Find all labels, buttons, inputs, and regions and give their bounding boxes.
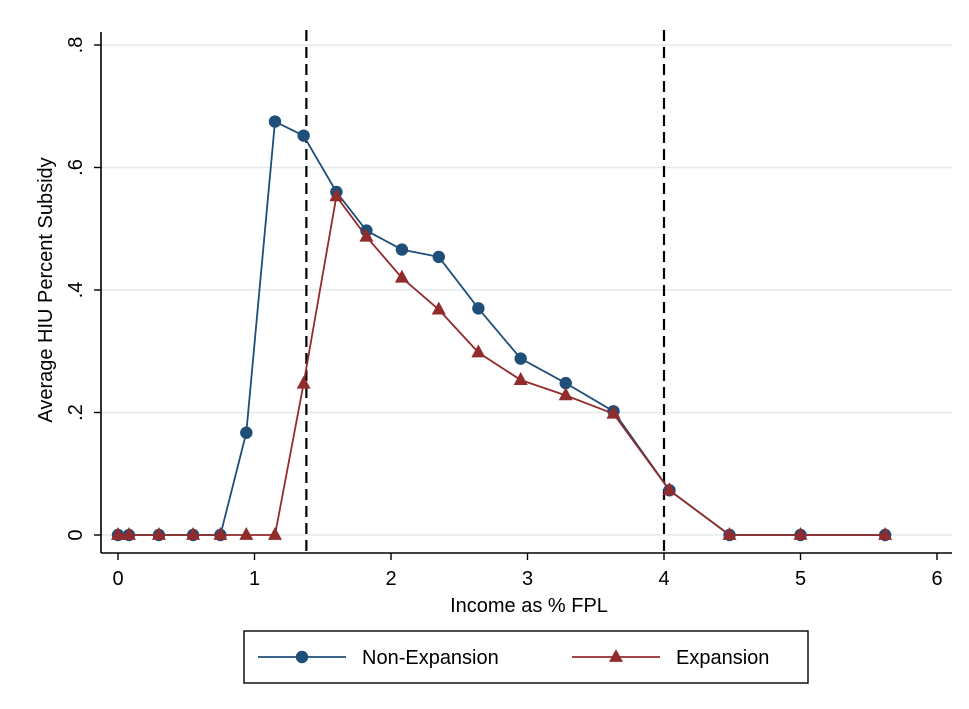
data-point xyxy=(239,526,254,540)
x-tick-label: 5 xyxy=(795,568,806,590)
data-point xyxy=(606,405,621,419)
x-tick-label: 0 xyxy=(112,568,123,590)
x-tick-label: 6 xyxy=(931,568,942,590)
legend-label: Non-Expansion xyxy=(362,647,499,669)
data-point xyxy=(472,302,485,315)
data-point xyxy=(722,526,737,540)
legend-marker xyxy=(295,650,309,664)
legend-label: Expansion xyxy=(676,647,769,669)
data-point xyxy=(296,375,311,389)
data-point xyxy=(432,250,445,264)
legend: Non-Expansion Expansion xyxy=(243,630,809,684)
data-point xyxy=(559,376,572,390)
data-point xyxy=(121,526,136,540)
data-point xyxy=(471,344,486,358)
data-point xyxy=(431,301,446,315)
series-triangle xyxy=(111,188,893,540)
y-tick-label: .8 xyxy=(65,37,87,54)
legend-entry: Non-Expansion xyxy=(258,647,499,669)
data-point xyxy=(240,426,253,439)
y-tick-label: .4 xyxy=(65,282,87,299)
data-point xyxy=(558,387,573,401)
data-point xyxy=(297,129,310,142)
data-point xyxy=(268,115,282,128)
x-tick-label: 3 xyxy=(522,568,533,590)
series-layer xyxy=(111,115,893,542)
legend-marker xyxy=(609,648,623,662)
x-tick-label: 4 xyxy=(658,568,669,590)
axes: 0 .2 .4 .6 .8 0 1 2 3 4 5 6 xyxy=(65,32,952,590)
y-tick-label: .2 xyxy=(65,404,87,421)
y-tick-label: 0 xyxy=(65,529,87,540)
data-point xyxy=(186,526,201,540)
series-line xyxy=(118,194,886,536)
data-point xyxy=(267,526,282,540)
y-axis-title: Average HIU Percent Subsidy xyxy=(35,157,57,422)
data-point xyxy=(395,243,409,256)
data-point xyxy=(394,269,409,283)
x-tick-label: 1 xyxy=(249,568,260,590)
data-point xyxy=(151,526,166,540)
reference-lines xyxy=(305,30,666,553)
data-point xyxy=(329,188,344,202)
data-point xyxy=(514,352,527,365)
data-point xyxy=(513,371,528,385)
data-point xyxy=(111,526,125,540)
y-tick-label: .6 xyxy=(65,159,87,176)
data-point xyxy=(213,526,228,540)
data-point xyxy=(662,482,677,496)
x-tick-label: 2 xyxy=(385,568,396,590)
data-point xyxy=(793,526,808,540)
x-axis-title: Income as % FPL xyxy=(450,595,608,617)
legend-entry: Expansion xyxy=(572,647,769,669)
data-point xyxy=(359,228,374,242)
data-point xyxy=(878,526,893,540)
